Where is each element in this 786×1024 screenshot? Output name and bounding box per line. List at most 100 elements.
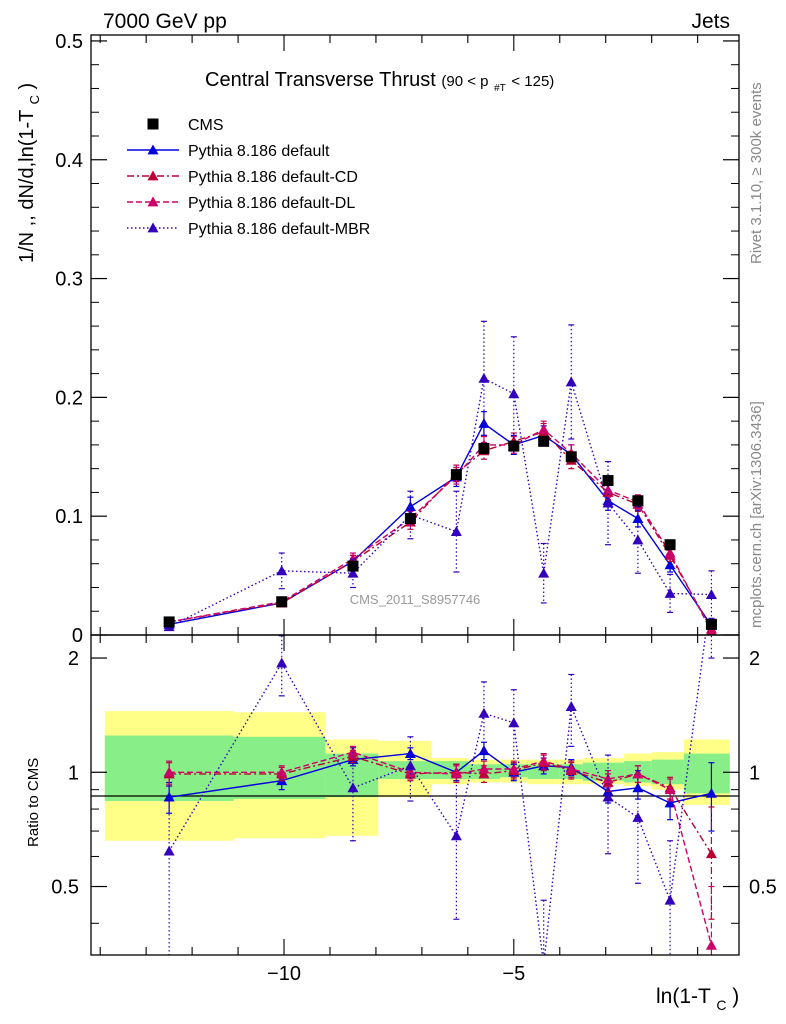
cms-marker: [450, 469, 462, 481]
ratio-pythia-default-mbr-marker: [347, 782, 359, 793]
legend-pythia-default-cd-marker: [147, 170, 159, 181]
cms-marker: [163, 616, 175, 628]
x-tick-label: −10: [267, 963, 301, 985]
ratio-pythia-default-mbr-marker: [565, 701, 577, 711]
main-title-cut: (90 < p: [441, 73, 488, 90]
x-tick-label: −5: [502, 963, 525, 985]
axis-ticks: 0 0.1 0.2 0.3 0.4 0.5 −10 −5 0.5 0.5 1 1 2 2: [51, 31, 777, 985]
ratio-ytick-label: 0.5: [51, 877, 79, 899]
main-title-cut-sub: #T: [494, 83, 506, 94]
pythia-default-marker: [404, 501, 416, 512]
cms-marker: [404, 513, 416, 525]
main-ytick-label: 0: [72, 625, 83, 647]
main-ylabel-end: ): [16, 83, 38, 90]
cms-marker: [602, 475, 614, 487]
ratio-pythia-default-dl-marker: [404, 766, 416, 777]
pythia-default-mbr-marker: [664, 587, 676, 598]
pythia-default-mbr-marker: [478, 372, 490, 383]
ratio-pythia-default-cd-marker: [705, 848, 717, 859]
rivet-label: Rivet 3.1.10, ≥ 300k events: [748, 82, 765, 264]
pythia-default-mbr-marker: [450, 526, 462, 537]
legend-pythia-default-cd-label: Pythia 8.186 default-CD: [188, 169, 358, 186]
legend: CMS Pythia 8.186 default Pythia 8.186 defa…: [127, 117, 370, 238]
pythia-default-marker: [478, 418, 490, 428]
ratio-pythia-default-mbr-marker: [664, 894, 676, 905]
legend-pythia-default-mbr-label: Pythia 8.186 default-MBR: [188, 221, 370, 238]
main-ytick-label: 0.1: [55, 506, 83, 528]
process-label: Jets: [691, 10, 730, 33]
ratio-pythia-default-mbr-marker: [632, 812, 644, 822]
ratio-pythia-default-mbr-marker: [478, 707, 490, 718]
cms-marker: [664, 539, 676, 551]
ratio-series-layer: [163, 635, 717, 970]
x-axis-label-end: ): [732, 985, 739, 1008]
ratio-pythia-default-dl-marker: [276, 766, 288, 777]
pythia-default-mbr-line: [168, 377, 712, 628]
ratio-pythia-default-mbr-marker: [276, 657, 288, 668]
cms-marker: [632, 495, 644, 507]
x-axis-label-text: ln(1-T: [656, 985, 711, 1008]
ratio-pythia-default-dl-marker: [602, 773, 614, 784]
main-ylabel-sub: C: [27, 95, 42, 104]
legend-pythia-default-mbr-marker: [147, 222, 159, 233]
main-ytick-label: 0.4: [55, 150, 83, 172]
ratio-pythia-default-dl-marker: [508, 763, 520, 774]
legend-pythia-default-marker: [147, 144, 159, 155]
pythia-default-mbr-marker: [347, 567, 359, 578]
main-ylabel-text: 1/N ,, dN/d,ln(1-T: [16, 110, 38, 263]
main-series-layer: [163, 320, 717, 635]
main-ylabel: 1/N ,, dN/d,ln(1-T C ): [16, 83, 44, 263]
cms-marker: [538, 435, 550, 447]
ratio-pythia-default-dl-marker: [705, 939, 717, 950]
ratio-pythia-default-dl-marker: [664, 784, 676, 795]
main-ytick-label: 0.3: [55, 269, 83, 291]
ratio-pythia-default-mbr-marker: [602, 791, 614, 802]
cms-marker: [705, 618, 717, 630]
ratio-pythia-default-dl-marker: [347, 746, 359, 757]
legend-pythia-default-dl-marker: [147, 196, 159, 207]
main-ytick-label: 0.2: [55, 387, 83, 409]
ratio-ylabel: Ratio to CMS: [25, 758, 42, 847]
ratio-ytick-label-right: 1: [749, 762, 760, 784]
pythia-default-marker: [664, 559, 676, 570]
band-green: [651, 759, 684, 785]
cms-marker: [347, 560, 359, 572]
legend-cms-label: CMS: [188, 117, 224, 134]
ratio-pythia-default-marker: [664, 797, 676, 808]
energy-label: 7000 GeV pp: [103, 10, 227, 33]
pythia-default-dl-marker: [706, 625, 717, 635]
mcplots-label: mcplots.cern.ch [arXiv:1306.3436]: [748, 401, 765, 628]
ratio-pythia-default-mbr-marker: [404, 760, 416, 771]
pythia-default-mbr-marker: [538, 567, 550, 578]
analysis-watermark: CMS_2011_S8957746: [350, 592, 481, 607]
ratio-pythia-default-marker: [705, 787, 717, 798]
legend-pythia-default-label: Pythia 8.186 default: [188, 143, 330, 160]
ratio-ytick-label-right: 2: [749, 648, 760, 670]
pythia-default-mbr-marker: [276, 565, 288, 576]
ratio-pythia-default-dl-marker: [632, 768, 644, 779]
main-ytick-label: 0.5: [55, 31, 83, 53]
ratio-ytick-label: 2: [68, 648, 79, 670]
ratio-pythia-default-mbr-marker: [538, 960, 549, 970]
pythia-default-mbr-marker: [565, 376, 577, 387]
main-title-text: Central Transverse Thrust: [205, 69, 436, 91]
cms-marker: [508, 440, 520, 452]
band-green: [582, 762, 625, 781]
pythia-default-mbr-marker: [632, 534, 644, 545]
x-axis-label-sub: C: [716, 997, 726, 1013]
ratio-plot-frame: [90, 634, 740, 956]
legend-pythia-default-dl-label: Pythia 8.186 default-DL: [188, 195, 355, 212]
pythia-default-marker: [632, 513, 644, 523]
ratio-pythia-default-mbr-marker: [163, 845, 175, 856]
pythia-default-dl-marker: [538, 423, 550, 434]
main-title: Central Transverse Thrust (90 < p #T < 1…: [205, 69, 554, 96]
ratio-uncertainty-bands: [104, 711, 730, 841]
ratio-pythia-default-dl-marker: [565, 763, 577, 774]
pythia-default-mbr-marker: [602, 497, 614, 508]
ratio-pythia-default-dl-marker: [478, 763, 490, 774]
ratio-ytick-label-right: 0.5: [749, 877, 777, 899]
ratio-pythia-default-dl-marker: [163, 766, 175, 777]
cms-marker: [478, 442, 490, 454]
ratio-pythia-default-mbr-marker: [450, 830, 462, 841]
